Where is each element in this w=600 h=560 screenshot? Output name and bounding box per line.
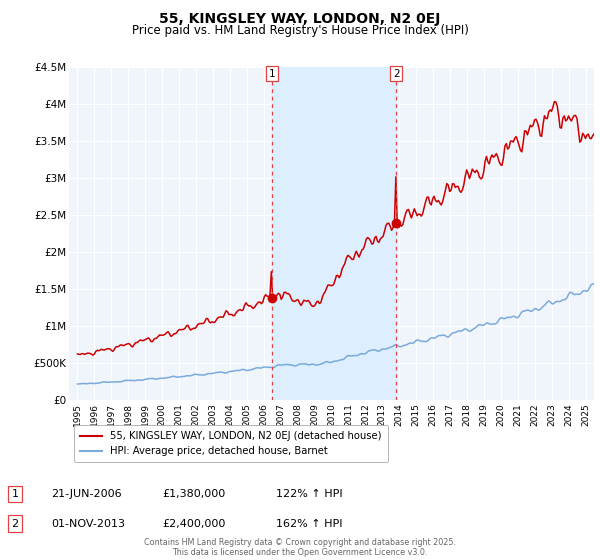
Text: 162% ↑ HPI: 162% ↑ HPI bbox=[276, 519, 343, 529]
Text: Price paid vs. HM Land Registry's House Price Index (HPI): Price paid vs. HM Land Registry's House … bbox=[131, 24, 469, 36]
Text: £2,400,000: £2,400,000 bbox=[162, 519, 226, 529]
Text: £1,380,000: £1,380,000 bbox=[162, 489, 225, 499]
Text: 55, KINGSLEY WAY, LONDON, N2 0EJ: 55, KINGSLEY WAY, LONDON, N2 0EJ bbox=[160, 12, 440, 26]
Text: 1: 1 bbox=[11, 489, 19, 499]
Text: 01-NOV-2013: 01-NOV-2013 bbox=[51, 519, 125, 529]
Text: Contains HM Land Registry data © Crown copyright and database right 2025.
This d: Contains HM Land Registry data © Crown c… bbox=[144, 538, 456, 557]
Text: 1: 1 bbox=[268, 69, 275, 79]
Bar bbox=[272, 67, 397, 400]
Text: 2: 2 bbox=[393, 69, 400, 79]
Text: 2: 2 bbox=[11, 519, 19, 529]
Text: 122% ↑ HPI: 122% ↑ HPI bbox=[276, 489, 343, 499]
Text: 21-JUN-2006: 21-JUN-2006 bbox=[51, 489, 122, 499]
Legend: 55, KINGSLEY WAY, LONDON, N2 0EJ (detached house), HPI: Average price, detached : 55, KINGSLEY WAY, LONDON, N2 0EJ (detach… bbox=[74, 425, 388, 463]
